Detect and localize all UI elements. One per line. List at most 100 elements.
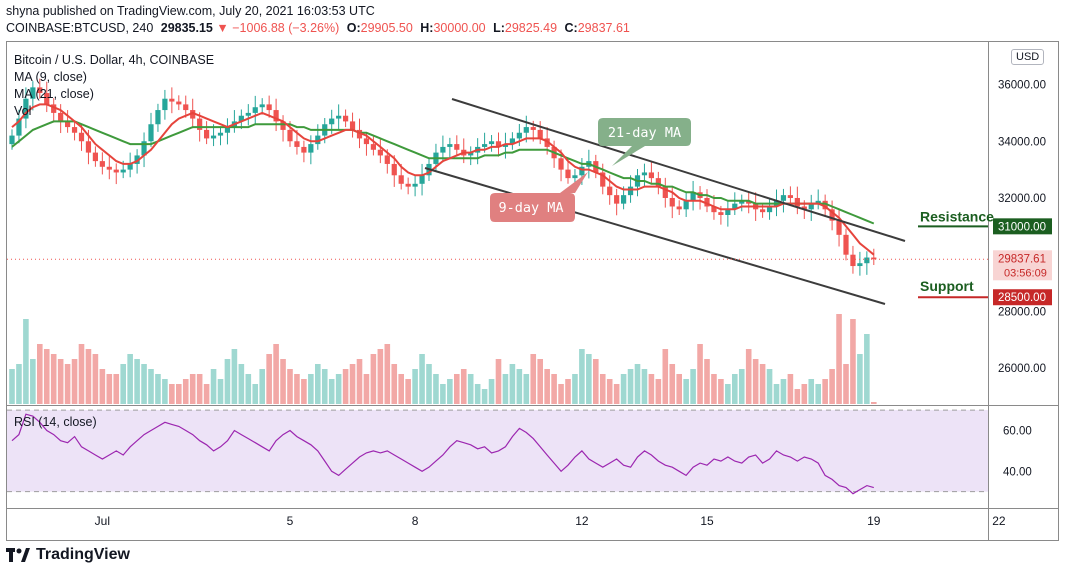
volume-bar (37, 344, 43, 404)
currency-button[interactable]: USD (1011, 49, 1045, 65)
volume-bar (134, 359, 140, 404)
legend-title: Bitcoin / U.S. Dollar, 4h, COINBASE (14, 53, 215, 67)
volume-bar (182, 379, 189, 404)
rsi-tick-label: 60.00 (1003, 425, 1032, 437)
candle-body (405, 183, 411, 187)
footer: TradingView (6, 544, 130, 566)
candle-body (245, 112, 251, 116)
volume-bar (627, 369, 634, 404)
open-label: O: (346, 21, 361, 35)
close-value: 29837.61 (577, 21, 630, 35)
candle-body (183, 104, 189, 111)
volume-bar (224, 359, 231, 404)
volume-bar (356, 359, 363, 404)
volume-bar (308, 374, 314, 404)
candle-body (732, 203, 738, 210)
volume-bar (551, 374, 557, 404)
volume-bar (488, 379, 495, 404)
price-change: −1006.88 (−3.26%) (232, 21, 340, 35)
candle-body (266, 104, 272, 111)
volume-bar (669, 364, 676, 404)
volume-bar (773, 384, 780, 404)
candle-body (169, 98, 175, 102)
volume-bar (836, 314, 842, 404)
volume-bar (725, 384, 731, 404)
volume-bar (530, 354, 537, 404)
volume-bar (620, 374, 627, 404)
candle-body (356, 129, 363, 139)
volume-bar (148, 369, 154, 404)
volume-bar (85, 349, 92, 404)
candle-body (217, 132, 224, 136)
tradingview-brand: TradingView (36, 546, 130, 563)
volume-bar (78, 344, 85, 404)
candle-body (641, 172, 648, 176)
volume-bar (718, 379, 724, 404)
time-tick-label: Jul (95, 514, 110, 528)
volume-bar (558, 384, 564, 404)
volume-bar (266, 354, 272, 404)
candle-body (120, 169, 126, 173)
high-label: H: (420, 21, 434, 35)
candle-body (516, 132, 522, 139)
candle-body (621, 195, 627, 204)
volume-bar (829, 369, 835, 404)
rsi-tick-label: 40.00 (1003, 466, 1032, 478)
candle-body (690, 192, 696, 201)
volume-bar (405, 379, 411, 404)
time-tick-label: 22 (992, 514, 1006, 528)
candle-body (760, 209, 766, 213)
volume-bar (217, 379, 224, 404)
volume-bar (176, 384, 182, 404)
candle-body (488, 141, 495, 145)
candle-body (725, 209, 731, 215)
volume-bar (127, 354, 133, 404)
volume-bar (766, 369, 773, 404)
candle-body (44, 93, 50, 105)
candle-body (836, 220, 842, 235)
candle-body (16, 118, 22, 136)
volume-bar (871, 402, 877, 404)
volume-bar (738, 369, 745, 404)
candle-body (9, 135, 15, 145)
volume-bar (321, 369, 328, 404)
volume-bar (752, 359, 759, 404)
volume-bar (474, 384, 481, 404)
candle-body (704, 197, 710, 207)
candle-body (495, 141, 502, 147)
price-tick-label: 34000.00 (998, 136, 1046, 148)
candle-body (58, 112, 64, 122)
volume-bar (509, 364, 516, 404)
volume-bar (433, 374, 439, 404)
candle-body (440, 146, 446, 153)
candle-body (454, 144, 460, 150)
candle-body (204, 129, 210, 139)
volume-bar (280, 359, 286, 404)
candle-body (676, 206, 682, 210)
volume-bar (822, 379, 828, 404)
volume-bar (398, 374, 404, 404)
candle-body (655, 178, 661, 187)
volume-bar (120, 364, 126, 404)
candle-body (766, 206, 773, 213)
candle-body (155, 110, 161, 125)
volume-bar (467, 374, 474, 404)
candle-body (148, 124, 154, 142)
low-value: 29825.49 (504, 21, 558, 35)
volume-bar (335, 374, 342, 404)
ma21-callout-label: 21-day MA (608, 125, 681, 141)
close-label: C: (564, 21, 578, 35)
volume-bar (301, 379, 307, 404)
candle-body (843, 234, 849, 255)
volume-bar (419, 354, 425, 404)
volume-bar (169, 384, 175, 404)
volume-bar (454, 374, 460, 404)
volume-bar (141, 364, 147, 404)
volume-bar (155, 374, 161, 404)
last-price-tag (993, 250, 1052, 281)
candle-body (482, 144, 488, 147)
legend-ma9: MA (9, close) (14, 70, 87, 84)
volume-bar (586, 354, 592, 404)
volume-bar (523, 374, 530, 404)
